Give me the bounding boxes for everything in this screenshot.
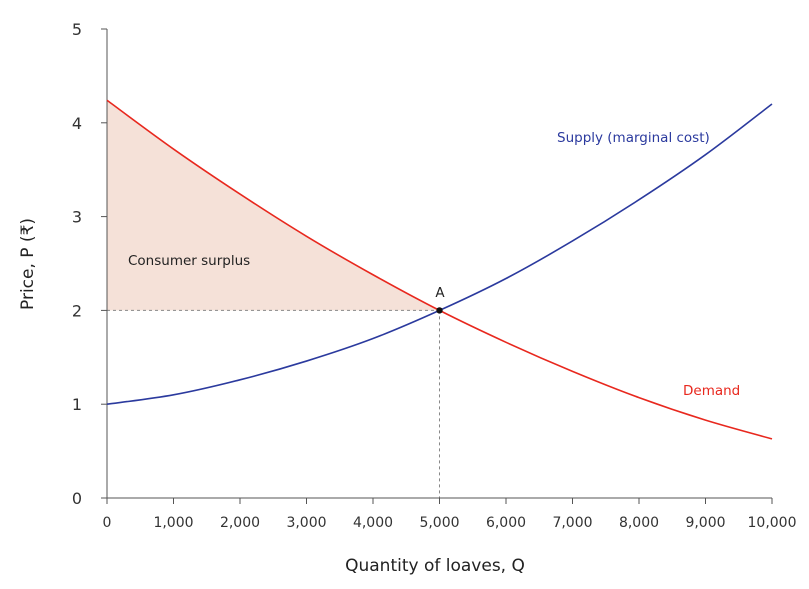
x-tick-label: 0 <box>103 515 112 531</box>
demand-label: Demand <box>683 383 740 399</box>
x-tick-label: 9,000 <box>685 515 725 531</box>
consumer-surplus-area <box>107 100 440 311</box>
y-tick-label: 2 <box>72 301 82 320</box>
x-tick-label: 4,000 <box>353 515 393 531</box>
x-tick-label: 2,000 <box>220 515 260 531</box>
x-tick-label: 5,000 <box>419 515 459 531</box>
x-tick-label: 7,000 <box>552 515 592 531</box>
x-axis-title: Quantity of loaves, Q <box>345 556 525 576</box>
x-tick-label: 6,000 <box>486 515 526 531</box>
y-tick-label: 3 <box>72 208 82 227</box>
x-tick-label: 8,000 <box>619 515 659 531</box>
equilibrium-point <box>436 307 443 314</box>
consumer-surplus-label: Consumer surplus <box>128 253 250 269</box>
x-tick-label: 10,000 <box>748 515 797 531</box>
y-axis-title: Price, P (₹) <box>18 218 38 310</box>
x-tick-label: 1,000 <box>153 515 193 531</box>
point-a-label: A <box>435 285 445 301</box>
y-tick-label: 5 <box>72 20 82 39</box>
supply-label: Supply (marginal cost) <box>557 130 710 146</box>
y-tick-label: 4 <box>72 114 82 133</box>
y-tick-label: 0 <box>72 489 82 508</box>
x-tick-label: 3,000 <box>286 515 326 531</box>
y-tick-label: 1 <box>72 395 82 414</box>
